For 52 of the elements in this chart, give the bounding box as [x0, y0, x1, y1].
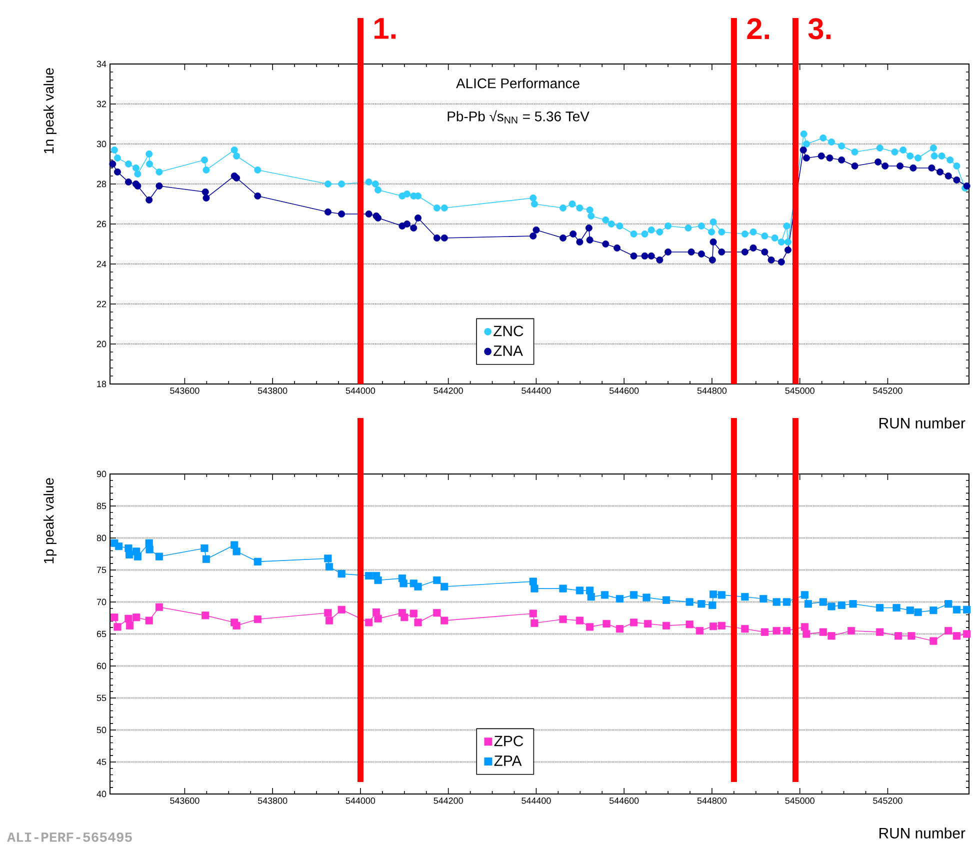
y-tick-label: 18 [97, 380, 106, 388]
y-tick-label: 60 [96, 662, 106, 670]
annotation: Pb-Pb √s$_{NN}$ = 5.36 TeV [448, 110, 590, 124]
annotation: 3. [808, 18, 831, 40]
y-tick-label: 40 [96, 790, 106, 798]
legend-label: ZPA [494, 756, 522, 766]
x-tick-label: 544400 [522, 387, 551, 394]
y-tick-label: 34 [96, 60, 106, 68]
y-tick-label: 65 [96, 630, 106, 638]
y-tick-label: 26 [96, 220, 106, 228]
y-axis-title: 1n peak value [43, 68, 56, 154]
x-tick-label: 545200 [873, 387, 902, 394]
y-tick-label: 80 [96, 534, 106, 542]
y-tick-label: 20 [96, 340, 106, 348]
annotation: 2. [747, 18, 770, 40]
y-axis-title: 1p peak value [43, 478, 56, 564]
x-tick-label: 544600 [609, 798, 639, 804]
x-tick-label: 544200 [434, 798, 463, 804]
x-axis-title: RUN number [880, 828, 966, 838]
x-tick-label: 544000 [346, 387, 376, 394]
y-tick-label: 28 [96, 180, 106, 188]
y-tick-label: 90 [96, 470, 106, 478]
annotation: 1. [374, 18, 396, 39]
y-tick-label: 45 [96, 758, 106, 766]
x-tick-label: 544200 [434, 387, 463, 394]
y-tick-label: 85 [96, 502, 106, 510]
annotation: ALICE Performance [456, 78, 580, 88]
y-tick-label: 32 [96, 100, 106, 108]
x-tick-label: 543800 [258, 387, 288, 394]
y-tick-label: 75 [96, 566, 106, 574]
legend-label: ZPC [494, 736, 524, 746]
text: ALI-PERF-565495 [7, 832, 132, 842]
x-tick-label: 543600 [170, 387, 200, 394]
y-tick-label: 22 [96, 300, 106, 308]
y-tick-label: 55 [96, 694, 106, 702]
x-tick-label: 544600 [609, 387, 639, 394]
x-tick-label: 543800 [258, 798, 288, 804]
legend-label: ZNA [494, 346, 523, 356]
x-tick-label: 544800 [697, 387, 727, 394]
x-tick-label: 543600 [170, 798, 200, 804]
x-tick-label: 545200 [873, 798, 902, 804]
y-tick-label: 70 [96, 598, 106, 606]
x-tick-label: 544000 [346, 798, 376, 804]
x-tick-label: 545000 [785, 387, 814, 394]
y-tick-label: 50 [96, 726, 106, 734]
x-tick-label: 544800 [697, 798, 727, 804]
legend-label: ZNC [494, 326, 524, 336]
y-tick-label: 30 [96, 140, 106, 148]
y-tick-label: 24 [96, 260, 106, 268]
x-axis-title: RUN number [880, 418, 966, 428]
x-tick-label: 544400 [522, 798, 551, 804]
x-tick-label: 545000 [785, 798, 814, 804]
